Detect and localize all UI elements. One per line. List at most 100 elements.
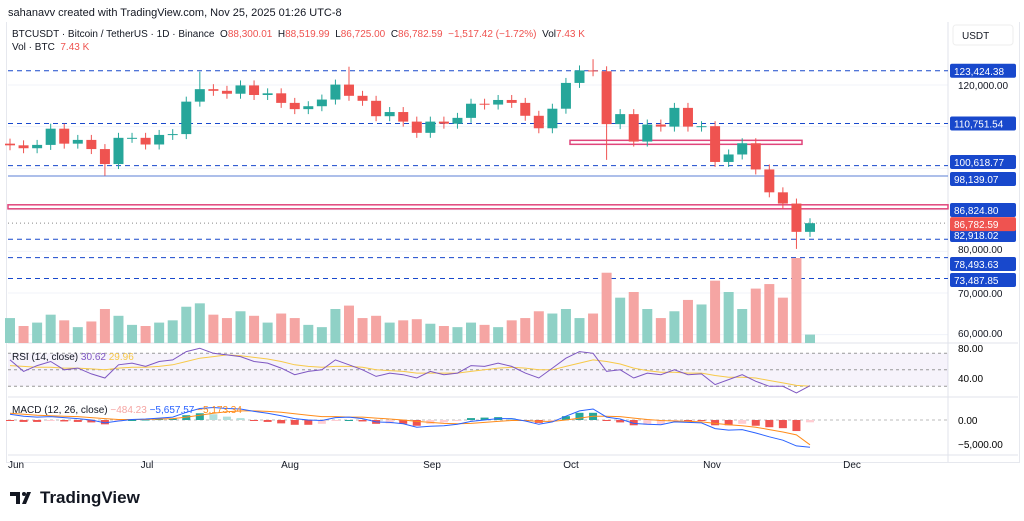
level-label: 78,493.63 [954,260,999,271]
candle-body [737,143,748,155]
volume-bar [777,297,788,343]
candle-body [750,143,761,170]
macd-histogram-bar [806,420,814,423]
candle-body [520,102,531,116]
candle-body [154,134,165,145]
macd-histogram-bar [358,420,367,422]
macd-histogram-bar [575,412,584,420]
candle-body [140,137,151,145]
candle-body [682,107,693,127]
macd-histogram-bar [155,419,164,421]
macd-histogram-bar [751,420,760,426]
volume-bar [655,318,666,343]
macd-histogram-bar [19,420,28,422]
macd-histogram-bar [439,420,448,423]
macd-value: −5,657.57 [150,405,198,416]
macd-histogram-bar [399,420,408,424]
low-value: 86,725.00 [340,29,386,40]
y-tick-label: 60,000.00 [958,329,1003,340]
volume-bar [140,326,151,343]
volume-bar [737,309,748,343]
high-label: H [277,29,286,40]
macd-histogram-bar [561,416,570,420]
level-label: 110,751.54 [954,119,1004,130]
price-chart[interactable]: USDT 120,000.00 80,000.00 70,000.00 60,000.0… [0,0,1024,470]
macd-histogram-bar [100,420,109,425]
candle-body [127,137,138,139]
candle-body [601,71,612,125]
candle-body [276,93,287,103]
volume-bar [316,327,327,343]
volume-indicator-value: 7.43 K [60,42,90,53]
volume-bar [723,292,734,343]
volume-bar [805,334,815,343]
volume-bar [86,321,97,343]
candle-body [655,124,666,127]
volume-bar [45,314,56,343]
volume-bar [5,318,15,343]
macd-histogram-bar [209,414,218,420]
candle-body [99,149,110,165]
x-tick-label: Jul [141,460,154,470]
macd-histogram-bar [236,418,245,420]
macd-histogram-bar [263,420,272,422]
volume-bar [682,299,693,343]
volume-bar [411,319,422,343]
macd-histogram-bar [765,420,774,428]
volume-indicator-label[interactable]: Vol · BTC [12,42,55,53]
macd-histogram-bar [33,420,42,422]
volume-bar [628,292,639,343]
candle-body [167,134,178,136]
volume-bar [208,314,219,343]
macd-title: MACD (12, 26, close) −484.23 −5,657.57 −… [12,405,242,416]
candle-body [669,107,680,127]
close-label: C [390,29,399,40]
vol-label: Vol [542,29,556,40]
macd-histogram-bar [46,420,55,421]
volume-bar [221,318,232,343]
vol-value: 7.43 K [555,29,585,40]
symbol-info[interactable]: BTCUSDT · Bitcoin / TetherUS · 1D · Bina… [12,29,215,40]
last-price-label: 86,782.59 [954,220,999,231]
tradingview-logo-text: TradingView [40,488,140,507]
volume-bar [276,313,287,343]
candle-body [249,85,260,95]
chart-credit: sahanavv created with TradingView.com, N… [8,7,342,19]
volume-bar [127,324,138,343]
macd-histogram-bar [683,420,692,421]
macd-histogram-bar [738,420,747,424]
currency-button [952,24,1014,46]
volume-bar [696,304,707,343]
tradingview-logo: TradingView [10,488,140,508]
candle-body [628,114,639,142]
macd-histogram-bar [453,420,462,421]
y-tick-label: 80,000.00 [958,245,1003,256]
macd-histogram-bar [548,420,557,421]
candle-body [194,89,205,102]
macd-histogram-bar [168,418,177,420]
macd-histogram-bar [778,420,787,429]
candle-body [805,223,815,232]
macd-histogram-bar [602,420,611,421]
macd-histogram-bar [60,420,69,422]
macd-histogram-bar [290,420,299,425]
open-value: 88,300.01 [227,29,273,40]
volume-bar [59,320,70,343]
macd-histogram-bar [73,420,82,422]
candle-body [86,139,97,150]
volume-bar [588,313,599,343]
candle-body [791,203,802,232]
level-label-bg [950,172,1016,186]
high-value: 88,519.99 [285,29,330,40]
macd-histogram-bar [331,420,340,421]
volume-bar [574,318,585,343]
volume-bar [506,320,517,343]
macd-histogram-bar [792,420,801,432]
candle-body [493,99,504,105]
macd-histogram-bar [141,419,150,421]
candle-body [615,114,626,125]
volume-bar [357,318,368,343]
volume-bar [791,258,802,343]
x-tick-label: Jun [8,460,24,470]
candle-body [343,84,354,96]
